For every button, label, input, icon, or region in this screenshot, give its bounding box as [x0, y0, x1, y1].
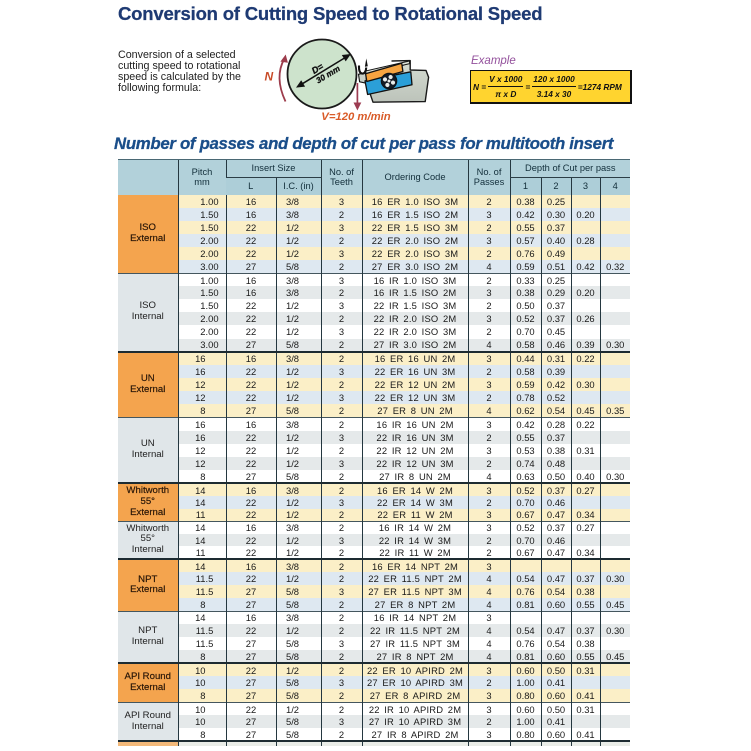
- svg-text:V=120 m/min: V=120 m/min: [321, 111, 390, 123]
- svg-text:N: N: [265, 70, 274, 84]
